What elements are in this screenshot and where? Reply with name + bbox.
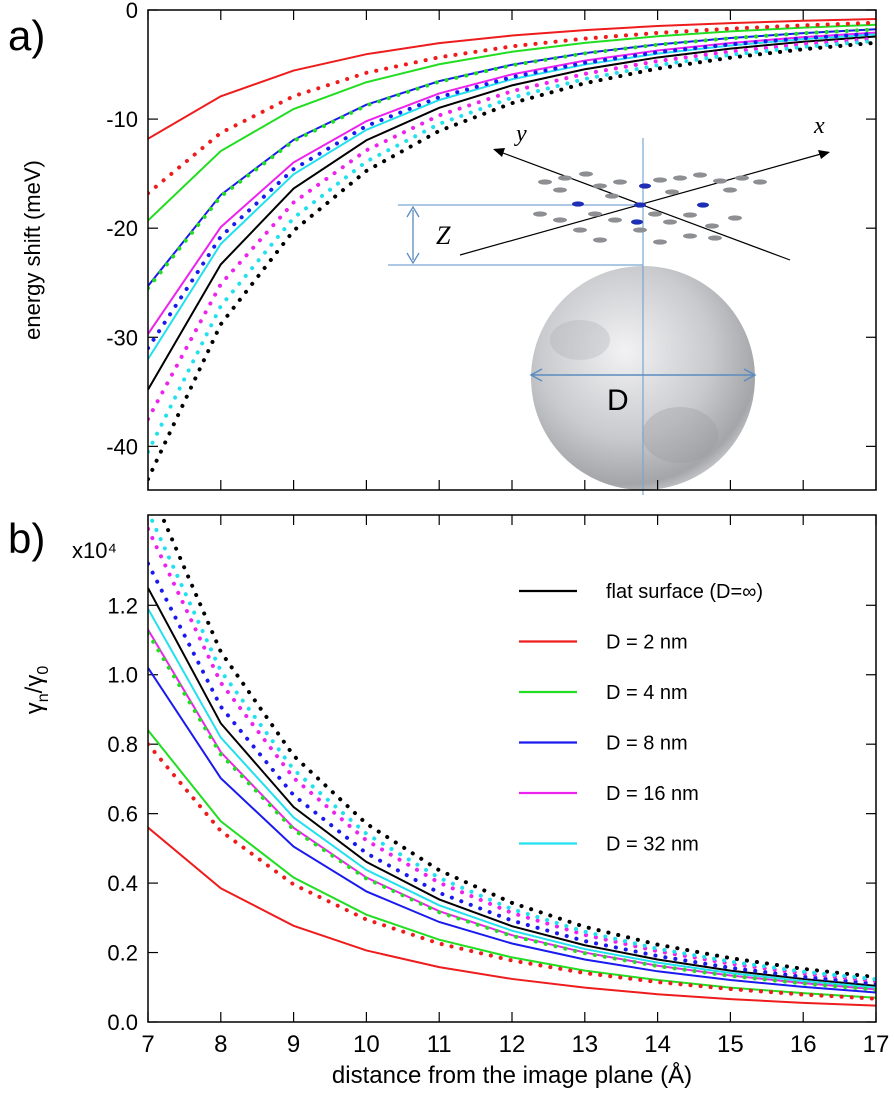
series-line (148, 23, 876, 222)
legend-label: D = 4 nm (606, 682, 688, 704)
x-tick-label: 15 (717, 1031, 744, 1058)
annotation: y (514, 121, 527, 147)
x-tick-label: 7 (141, 1031, 154, 1058)
y-axis-label: energy shift (meV) (20, 160, 45, 340)
legend-label: D = 2 nm (606, 632, 688, 654)
molecule-center (572, 183, 709, 225)
legend-label: D = 32 nm (606, 834, 699, 856)
y-label-part: γ (21, 702, 48, 714)
series-line (148, 38, 876, 454)
legend-label: D = 16 nm (606, 783, 699, 805)
series-line (148, 31, 876, 335)
series-line (148, 826, 876, 1007)
series-line (148, 629, 876, 991)
series-line (148, 667, 876, 994)
y-tick-label: 0.0 (107, 1010, 138, 1035)
x-tick-label: 9 (287, 1031, 300, 1058)
d-arrowheads (529, 368, 757, 382)
x-axis-label: distance from the image plane (Å) (332, 1061, 692, 1089)
series-line (148, 17, 876, 140)
series-line (148, 561, 876, 986)
plot-frame (147, 9, 877, 491)
y-tick-label: -40 (106, 434, 138, 459)
plot-area (148, 17, 876, 482)
y-tick-label: 0.6 (107, 802, 138, 827)
inset-illustration: y x Z D (388, 113, 830, 495)
series-line (148, 27, 876, 291)
y-label-part: 0 (35, 666, 52, 675)
y-tick-label: -10 (106, 107, 138, 132)
y-tick-label: -20 (106, 216, 138, 241)
panel-label: b) (8, 515, 45, 562)
y-multiplier: x10⁴ (72, 538, 117, 563)
y-tick-label: 1.0 (107, 663, 138, 688)
series-line (148, 40, 876, 482)
legend-label: D = 8 nm (606, 733, 688, 755)
y-tick-label: 0.4 (107, 871, 138, 896)
series-line (148, 631, 876, 992)
x-tick-label: 10 (353, 1031, 380, 1058)
legend-label: flat surface (D=∞) (606, 581, 763, 603)
y-label-part: n (35, 693, 52, 702)
plot-area (148, 515, 876, 1007)
series-line (148, 526, 876, 984)
x-tick-label: 16 (790, 1031, 817, 1058)
series-line (148, 31, 876, 351)
y-tick-label: 0 (126, 0, 138, 23)
series-line (148, 515, 876, 982)
x-tick-label: 8 (214, 1031, 227, 1058)
x-tick-label: 12 (499, 1031, 526, 1058)
series-line (148, 587, 876, 987)
x-tick-label: 13 (571, 1031, 598, 1058)
y-tick-label: 0.2 (107, 941, 138, 966)
x-tick-label: 17 (863, 1031, 890, 1058)
series-line (159, 515, 876, 980)
y-axis-label: γn/γ0 (21, 666, 52, 715)
annotation: D (607, 384, 629, 417)
panel-label: a) (8, 12, 45, 59)
sphere-shade (642, 407, 718, 463)
series-line (148, 36, 876, 422)
arrowhead (818, 150, 830, 159)
y-tick-label: 0.8 (107, 732, 138, 757)
arrowhead (493, 148, 505, 157)
series-line (148, 608, 876, 989)
series-line (148, 28, 876, 287)
y-tick-label: -30 (106, 325, 138, 350)
z-arrowheads (406, 205, 420, 265)
annotation: Z (436, 221, 451, 250)
series-line (148, 729, 876, 999)
series-line (148, 742, 876, 1001)
series-line (148, 35, 876, 391)
x-tick-label: 14 (644, 1031, 671, 1058)
plot-frame (147, 514, 877, 1023)
sphere-shade (550, 320, 610, 360)
y-label-part: /γ (21, 675, 48, 694)
x-tick-label: 11 (427, 1031, 452, 1058)
molecule (533, 171, 767, 245)
y-tick-label: 1.2 (107, 593, 138, 618)
annotation: x (813, 113, 825, 139)
